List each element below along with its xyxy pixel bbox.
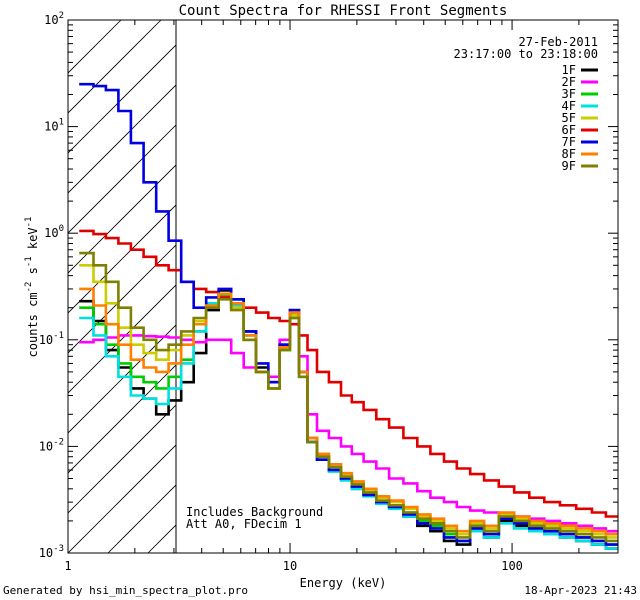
hatch-line [68,20,162,114]
time-range-label: 23:17:00 to 23:18:00 [454,47,599,61]
hatch-line [68,324,176,434]
y-tick-label: 100 [44,224,64,240]
hatch-line [68,44,176,154]
series-line-3F [79,294,618,546]
hatch-line [468,20,640,553]
timestamp-label: 18-Apr-2023 21:43 [524,584,637,597]
y-axis-label: counts cm-2 s-1 keV-1 [24,217,40,358]
x-tick-label: 10 [283,559,297,573]
y-tick-label: 102 [44,11,64,27]
hatch-line [68,444,176,553]
chart-title: Count Spectra for RHESSI Front Segments [179,3,508,19]
x-tick-label: 1 [64,559,71,573]
legend-label-8F: 8F [562,147,576,161]
hatch-line [68,404,176,514]
hatch-line [68,284,176,394]
legend-label-6F: 6F [562,123,576,137]
series-layer [79,82,618,550]
y-tick-label: 10-1 [39,331,64,347]
plot-frame [67,19,619,554]
series-line-1F [79,289,618,550]
date-label: 27-Feb-2011 [519,35,598,49]
hatch-line [588,20,640,553]
y-tick-label: 101 [44,118,64,134]
x-axis-label: Energy (keV) [300,576,387,590]
generated-by-label: Generated by hsi_min_spectra_plot.pro [3,584,248,597]
hatch-line [268,20,640,553]
legend-label-2F: 2F [562,75,576,89]
hatch-line [68,204,176,314]
legend-label-1F: 1F [562,63,576,77]
hatch-line [388,20,640,553]
y-tick-label: 10-2 [39,437,64,453]
annotation-background: Includes Background [186,505,323,519]
x-tick-label: 100 [501,559,523,573]
hatch-line [68,20,122,74]
legend-label-5F: 5F [562,111,576,125]
hatch-line [107,484,176,553]
hatch-line [428,20,640,553]
annotation-attenuator: Att A0, FDecim 1 [186,517,302,531]
excluded-region-hatch [68,20,640,553]
hatch-line [68,124,176,234]
hatch-line [68,244,176,354]
series-line-6F [79,229,618,518]
hatch-line [228,20,640,553]
tick-layer: 1 10 100 10-3 10-2 10-1 100 101 102 [39,11,619,573]
y-tick-label: 10-3 [39,544,64,560]
hatch-line [68,84,176,194]
hatch-line [348,20,640,553]
legend-label-4F: 4F [562,99,576,113]
legend-label-3F: 3F [562,87,576,101]
hatch-line [68,364,176,474]
legend-label-9F: 9F [562,159,576,173]
legend-label-7F: 7F [562,135,576,149]
series-line-9F [79,251,618,543]
